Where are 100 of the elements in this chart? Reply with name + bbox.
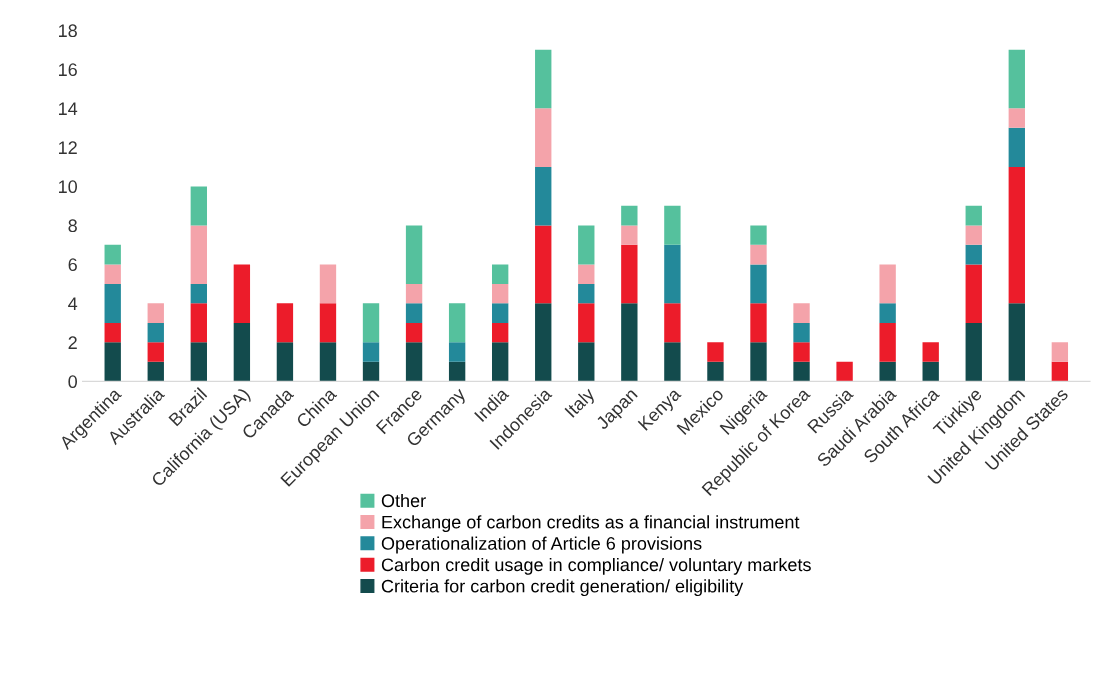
- bar: [1008, 49, 1025, 109]
- bar: [965, 225, 982, 245]
- legend-label: Exchange of carbon credits as a financial instrument: [382, 515, 800, 533]
- bar: [922, 361, 939, 382]
- bar: [492, 283, 509, 304]
- bar: [405, 342, 423, 382]
- bar: [1008, 303, 1025, 382]
- bar: [879, 264, 896, 304]
- bar: [707, 361, 724, 382]
- bar: [879, 303, 896, 323]
- bar: [750, 342, 767, 382]
- bar: [793, 361, 810, 382]
- bar: [147, 361, 164, 382]
- bar: [750, 303, 767, 343]
- y-tick-label: 8: [68, 219, 77, 233]
- y-tick-label: 14: [59, 102, 78, 115]
- bar: [793, 342, 810, 362]
- bar: [104, 264, 121, 284]
- y-tick-label: 16: [59, 63, 77, 77]
- bar: [276, 303, 294, 343]
- bar: [190, 186, 207, 226]
- bar: [750, 264, 767, 304]
- bar: [664, 205, 681, 245]
- bar: [707, 342, 724, 362]
- bar: [578, 283, 595, 304]
- bar: [836, 361, 853, 382]
- bar: [578, 342, 595, 382]
- bar: [405, 225, 423, 284]
- bar: [879, 322, 896, 362]
- bar: [448, 303, 466, 343]
- bar: [362, 303, 380, 343]
- bar: [664, 303, 681, 343]
- bar: [147, 303, 164, 323]
- bar: [750, 225, 767, 245]
- bar: [190, 283, 207, 304]
- bar: [276, 342, 294, 382]
- bar: [233, 264, 251, 323]
- bar: [664, 244, 681, 304]
- bar: [319, 264, 337, 304]
- legend-label: Criteria for carbon credit generation/ eligibility: [381, 579, 744, 597]
- bar: [492, 342, 509, 382]
- bar: [190, 303, 207, 343]
- y-tick-label: 10: [59, 180, 78, 194]
- bar: [621, 303, 638, 382]
- bar: [535, 225, 552, 304]
- bar: [578, 303, 595, 343]
- bar: [1008, 108, 1025, 128]
- bar: [793, 303, 810, 323]
- bar: [750, 244, 767, 265]
- legend-label: Carbon credit usage in compliance/ voluntary markets: [381, 557, 811, 575]
- bar: [535, 49, 552, 109]
- bar: [1051, 342, 1069, 362]
- y-tick-label: 6: [68, 258, 77, 272]
- bar: [965, 264, 982, 323]
- bar: [578, 225, 595, 265]
- y-tick-label: 18: [59, 24, 77, 38]
- bar: [1051, 361, 1069, 382]
- bar: [793, 322, 810, 343]
- bar: [535, 303, 552, 382]
- bar: [104, 342, 121, 382]
- bar: [362, 342, 380, 362]
- bar: [621, 225, 638, 245]
- y-tick-label: 0: [68, 375, 78, 389]
- legend-label: Operationalization of Article 6 provisions: [381, 536, 702, 554]
- bar: [147, 322, 164, 343]
- bar: [578, 264, 595, 284]
- bar: [535, 166, 552, 226]
- legend-label: Other: [381, 493, 426, 508]
- bar: [965, 244, 982, 265]
- bar: [405, 283, 423, 304]
- bar: [492, 264, 509, 284]
- bar: [664, 342, 681, 382]
- y-tick-label: 2: [68, 336, 77, 349]
- bar: [1008, 127, 1025, 167]
- bar: [104, 283, 121, 323]
- bar: [104, 322, 121, 343]
- bar: [535, 108, 552, 167]
- bar: [621, 205, 638, 226]
- bar: [405, 322, 423, 343]
- bar: [147, 342, 164, 362]
- bar: [190, 342, 207, 382]
- bar: [965, 322, 982, 382]
- bar: [405, 303, 423, 323]
- x-tick-label: Italy: [564, 386, 599, 421]
- bar: [190, 225, 207, 284]
- bar: [879, 361, 896, 382]
- bar: [922, 342, 939, 362]
- bar: [448, 361, 466, 382]
- bar: [965, 205, 982, 226]
- bar: [233, 322, 251, 382]
- bar: [1008, 166, 1025, 304]
- bar: [448, 342, 466, 362]
- bar: [621, 244, 638, 304]
- bar: [104, 244, 121, 265]
- y-tick-label: 12: [59, 141, 77, 154]
- bar: [319, 342, 337, 382]
- bar: [362, 361, 380, 382]
- bar: [319, 303, 337, 343]
- y-tick-label: 4: [68, 297, 78, 310]
- bar: [492, 322, 509, 343]
